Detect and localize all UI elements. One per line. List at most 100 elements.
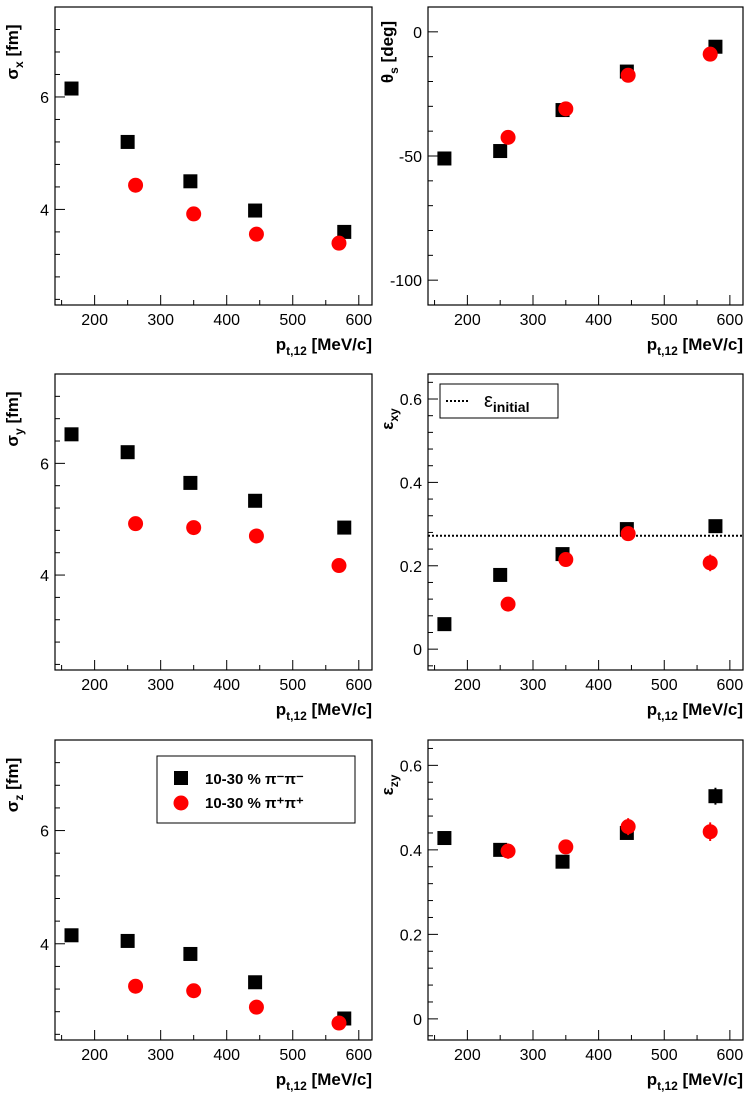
x-tick-label: 200 xyxy=(454,677,481,694)
x-tick-label: 300 xyxy=(520,312,547,329)
x-tick-label: 200 xyxy=(454,312,481,329)
data-point-square xyxy=(437,831,452,846)
plot-frame xyxy=(54,6,373,306)
data-point-square xyxy=(64,81,79,96)
data-point-circle xyxy=(500,843,516,859)
y-axis-label: θs [deg] xyxy=(378,21,401,83)
legend-box xyxy=(156,755,356,824)
y-tick-label: 0 xyxy=(413,1012,422,1029)
data-point-circle xyxy=(702,555,718,571)
data-point-circle xyxy=(558,839,574,855)
y-axis-label: σx [fm] xyxy=(3,24,26,79)
legend-marker-circle xyxy=(173,795,189,811)
x-tick-label: 400 xyxy=(585,677,612,694)
x-tick-label: 600 xyxy=(345,1047,372,1064)
y-tick-label: 4 xyxy=(40,937,49,954)
y-tick-label: 4 xyxy=(40,568,49,585)
x-tick-label: 500 xyxy=(279,312,306,329)
y-axis-label: σy [fm] xyxy=(3,391,26,446)
x-axis-label: pt,12 [MeV/c] xyxy=(647,1070,743,1093)
x-tick-label: 400 xyxy=(585,1047,612,1064)
data-point-square xyxy=(183,475,198,490)
data-point-circle xyxy=(620,526,636,542)
data-point-circle xyxy=(331,1015,347,1031)
plot-frame xyxy=(54,373,373,671)
data-point-square xyxy=(337,520,352,535)
data-point-circle xyxy=(558,552,574,568)
panel-sigma_y: 200 300 400 500 600 4 6 σy [fm] pt,12 [MeV/c] xyxy=(3,373,373,723)
y-tick-label: 0.4 xyxy=(400,475,422,492)
data-point-square xyxy=(120,933,135,948)
x-axis-label: pt,12 [MeV/c] xyxy=(647,335,743,358)
x-tick-label: 400 xyxy=(213,312,240,329)
y-tick-label: 0 xyxy=(413,642,422,659)
data-point-circle xyxy=(331,558,347,574)
plot-frame xyxy=(54,739,373,1041)
y-tick-label: 0.6 xyxy=(400,392,422,409)
y-tick-label: -100 xyxy=(390,273,422,290)
y-tick-label: 4 xyxy=(40,202,49,219)
plot-frame xyxy=(427,373,744,671)
x-tick-label: 500 xyxy=(279,1047,306,1064)
y-axis-label: σz [fm] xyxy=(3,758,26,812)
data-point-square xyxy=(120,445,135,460)
y-tick-label: 0.6 xyxy=(400,758,422,775)
data-point-circle xyxy=(186,983,202,999)
reference-legend-label: εinitial xyxy=(484,390,529,415)
data-point-square xyxy=(708,519,723,534)
x-tick-label: 400 xyxy=(585,312,612,329)
data-point-circle xyxy=(620,819,636,835)
data-point-square xyxy=(120,134,135,149)
data-point-circle xyxy=(128,978,144,994)
x-tick-label: 300 xyxy=(147,312,174,329)
x-tick-label: 300 xyxy=(520,677,547,694)
x-axis-label: pt,12 [MeV/c] xyxy=(276,335,372,358)
legend-marker-square xyxy=(174,771,188,785)
x-axis-label: pt,12 [MeV/c] xyxy=(647,700,743,723)
data-point-circle xyxy=(186,520,202,536)
y-axis-label: εzy xyxy=(378,774,401,795)
x-tick-label: 600 xyxy=(717,677,744,694)
data-point-square xyxy=(493,567,508,582)
panel-sigma_z: 200 300 400 500 600 4 6 σz [fm] pt,12 [MeV/c] xyxy=(3,739,373,1093)
data-point-circle xyxy=(500,129,516,145)
y-tick-label: -50 xyxy=(399,149,422,166)
legend-label-pi-plus: 10-30 % π⁺π⁺ xyxy=(205,795,304,812)
data-point-circle xyxy=(558,101,574,117)
x-tick-label: 400 xyxy=(213,1047,240,1064)
data-point-square xyxy=(493,144,508,159)
x-axis-label: pt,12 [MeV/c] xyxy=(276,1070,372,1093)
x-tick-label: 600 xyxy=(345,677,372,694)
x-tick-label: 600 xyxy=(717,312,744,329)
y-tick-label: 6 xyxy=(40,90,49,107)
series-legend: 10-30 % π⁻π⁻ 10-30 % π⁺π⁺ xyxy=(156,755,356,824)
data-point-circle xyxy=(702,824,718,840)
x-tick-label: 200 xyxy=(454,1047,481,1064)
x-tick-label: 500 xyxy=(651,677,678,694)
x-tick-label: 600 xyxy=(717,1047,744,1064)
data-point-square xyxy=(437,151,452,166)
data-point-square xyxy=(337,224,352,239)
data-point-circle xyxy=(248,226,264,242)
data-point-square xyxy=(183,946,198,961)
y-tick-label: 0.4 xyxy=(400,843,422,860)
y-tick-label: 6 xyxy=(40,456,49,473)
x-tick-label: 300 xyxy=(147,1047,174,1064)
legend-label-pi-minus: 10-30 % π⁻π⁻ xyxy=(205,771,304,788)
data-point-square xyxy=(248,203,263,218)
plot-frame xyxy=(427,6,744,306)
x-tick-label: 600 xyxy=(345,312,372,329)
y-tick-label: 6 xyxy=(40,824,49,841)
y-tick-label: 0.2 xyxy=(400,927,422,944)
data-point-circle xyxy=(702,46,718,62)
data-point-circle xyxy=(128,177,144,193)
x-tick-label: 200 xyxy=(81,312,108,329)
data-point-circle xyxy=(248,999,264,1015)
data-point-circle xyxy=(500,596,516,612)
plot-frame xyxy=(427,739,744,1041)
data-point-circle xyxy=(620,67,636,83)
data-point-circle xyxy=(186,206,202,222)
y-tick-label: 0.2 xyxy=(400,559,422,576)
